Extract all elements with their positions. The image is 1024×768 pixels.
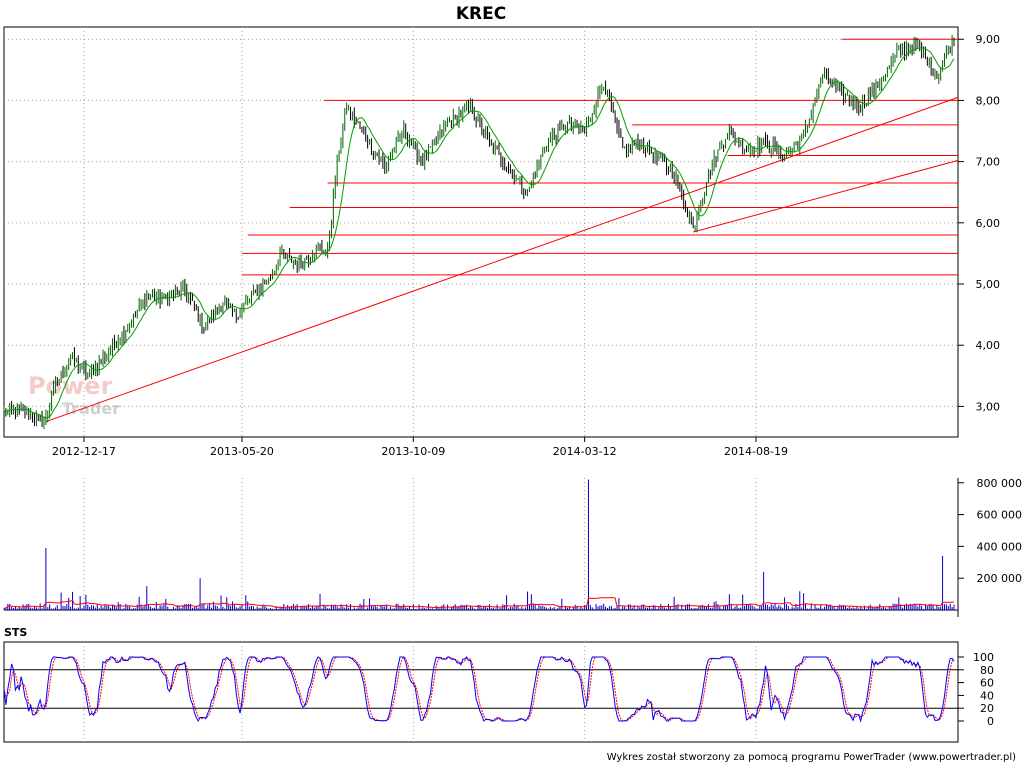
- volume-y-tick-label: 200 000: [977, 572, 1023, 585]
- sts-y-tick-label: 20: [980, 702, 994, 715]
- sts-k-line: [3, 656, 955, 723]
- date-x-axis: 2012-12-17 2013-05-20 2013-10-09 2014-03-12…: [52, 437, 788, 458]
- sts-panel-label: STS: [4, 626, 27, 639]
- price-y-axis: 3,00 4,00 5,00 6,00 7,00 8,00 9,00: [958, 33, 1000, 413]
- price-grid: [4, 27, 958, 437]
- footer-credit: Wykres został stworzony za pomocą progra…: [607, 752, 1016, 763]
- logo-power-text: Power: [28, 372, 113, 400]
- price-y-tick-label: 3,00: [976, 400, 1001, 413]
- sts-reference-lines: [4, 669, 958, 709]
- sts-y-tick-label: 60: [980, 677, 994, 690]
- candlestick-series: [3, 34, 955, 430]
- date-x-tick-label: 2013-05-20: [210, 445, 274, 458]
- logo-trader-text: Trader: [62, 399, 120, 418]
- date-x-tick-label: 2014-08-19: [724, 445, 788, 458]
- volume-y-tick-label: 800 000: [977, 477, 1023, 490]
- volume-panel: 200 000 400 000 600 000 800 000: [3, 477, 1022, 617]
- volume-y-tick-label: 600 000: [977, 509, 1023, 522]
- sts-y-tick-label: 0: [987, 715, 994, 728]
- sts-d-line: [3, 656, 955, 722]
- volume-bars: [3, 479, 955, 610]
- price-panel: Power Trader 3,00 4,00 5,00 6,00 7,00 8,00 9,0…: [3, 4, 1000, 458]
- volume-y-axis: 200 000 400 000 600 000 800 000: [958, 477, 1022, 585]
- sts-grid: [83, 642, 757, 742]
- trend-line: [693, 159, 959, 233]
- date-x-tick-label: 2014-03-12: [553, 445, 617, 458]
- price-panel-frame: [3, 26, 959, 438]
- date-x-tick-label: 2013-10-09: [381, 445, 445, 458]
- volume-y-tick-label: 400 000: [977, 540, 1023, 553]
- price-y-tick-label: 5,00: [976, 278, 1001, 291]
- chart-title: KREC: [456, 4, 506, 24]
- volume-grid: [83, 478, 757, 610]
- price-y-tick-label: 7,00: [976, 156, 1001, 169]
- volume-average-line: [3, 596, 954, 609]
- sts-y-tick-label: 80: [980, 664, 994, 677]
- moving-average-line: [3, 47, 955, 419]
- sts-y-tick-label: 100: [973, 651, 994, 664]
- trend-line: [45, 96, 959, 423]
- support-resistance-lines: [45, 38, 959, 423]
- date-x-tick-label: 2012-12-17: [52, 445, 116, 458]
- price-y-tick-label: 8,00: [976, 94, 1001, 107]
- price-y-tick-label: 9,00: [976, 33, 1001, 46]
- price-y-tick-label: 4,00: [976, 339, 1001, 352]
- price-y-tick-label: 6,00: [976, 217, 1001, 230]
- watermark-logo: Power Trader: [28, 372, 120, 418]
- sts-y-tick-label: 40: [980, 689, 994, 702]
